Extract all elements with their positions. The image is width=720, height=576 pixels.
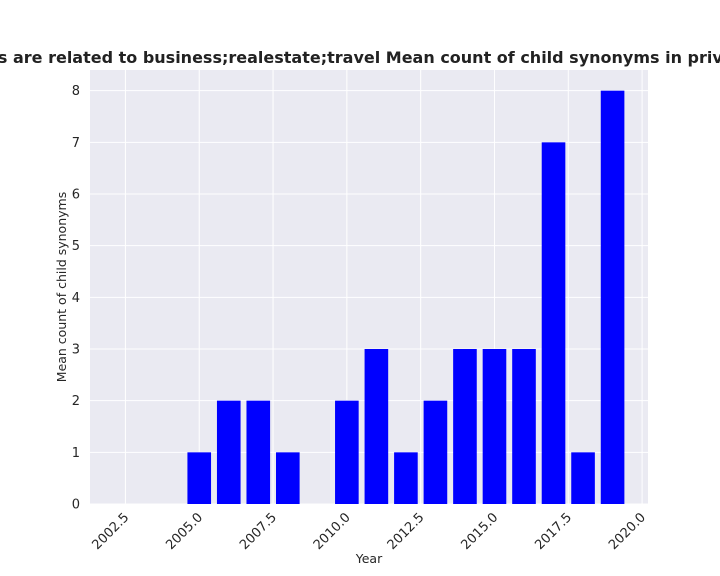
- bar: [335, 400, 359, 504]
- bar: [246, 400, 271, 504]
- x-tick-label: 2015.0: [459, 510, 502, 553]
- x-tick-label: 2020.0: [606, 510, 649, 553]
- bar: [364, 349, 389, 504]
- x-tick-label: 2017.5: [532, 510, 575, 553]
- bar: [541, 142, 566, 505]
- x-tick-label: 2010.0: [311, 510, 354, 553]
- chart-title: Categories are related to business;reale…: [0, 48, 720, 67]
- x-tick-label: 2007.5: [237, 510, 280, 553]
- bar: [423, 400, 448, 504]
- y-tick-label: 3: [72, 343, 80, 358]
- bar: [512, 349, 536, 504]
- x-tick-label: 2005.0: [163, 510, 206, 553]
- bars: [187, 90, 625, 505]
- y-tick-label: 5: [72, 239, 80, 254]
- x-tick-labels: 2002.5 2005.0 2007.5 2010.0 2012.5 2015.0 2017…: [89, 510, 648, 553]
- bar: [394, 452, 418, 504]
- y-tick-label: 6: [72, 188, 80, 203]
- y-tick-label: 8: [72, 84, 80, 99]
- x-axis-label: Year: [355, 551, 383, 566]
- x-tick-label: 2012.5: [385, 510, 428, 553]
- y-tick-label: 1: [72, 446, 80, 461]
- y-axis-label: Mean count of child synonyms: [54, 192, 69, 382]
- y-tick-label: 0: [72, 498, 80, 513]
- x-tick-label: 2002.5: [89, 510, 132, 553]
- bar: [187, 452, 212, 504]
- y-tick-label: 4: [72, 291, 80, 306]
- bar: [276, 452, 300, 504]
- bar: [600, 90, 625, 505]
- bar: [571, 452, 595, 504]
- bar: [482, 349, 507, 504]
- y-tick-labels: 0 1 2 3 4 5 6 7 8: [72, 84, 80, 512]
- y-tick-label: 2: [72, 394, 80, 409]
- bar: [453, 349, 477, 504]
- y-tick-label: 7: [72, 136, 80, 151]
- bar: [216, 400, 241, 504]
